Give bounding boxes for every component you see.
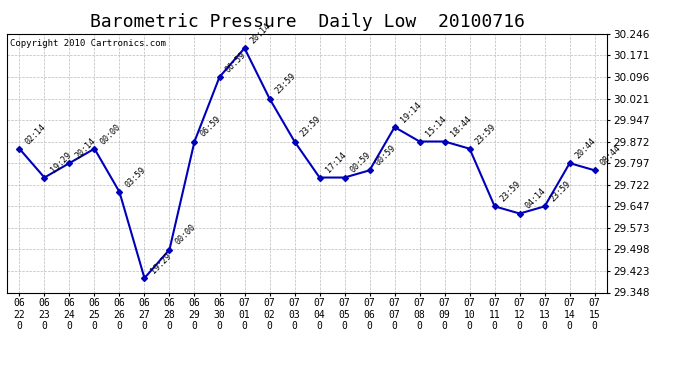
Text: 20:44: 20:44 — [574, 136, 598, 160]
Title: Barometric Pressure  Daily Low  20100716: Barometric Pressure Daily Low 20100716 — [90, 13, 524, 31]
Text: 17:14: 17:14 — [324, 151, 348, 175]
Text: 06:59: 06:59 — [224, 50, 248, 74]
Text: 04:14: 04:14 — [524, 187, 548, 211]
Text: 23:59: 23:59 — [549, 180, 573, 204]
Text: 19:29: 19:29 — [48, 151, 72, 175]
Text: 00:59: 00:59 — [348, 151, 373, 175]
Text: 06:59: 06:59 — [199, 115, 223, 139]
Text: 23:59: 23:59 — [499, 180, 523, 204]
Text: 00:59: 00:59 — [374, 144, 398, 168]
Text: Copyright 2010 Cartronics.com: Copyright 2010 Cartronics.com — [10, 39, 166, 48]
Text: 23:59: 23:59 — [474, 122, 498, 146]
Text: 18:44: 18:44 — [448, 115, 473, 139]
Text: 02:14: 02:14 — [23, 122, 48, 146]
Text: 03:59: 03:59 — [124, 165, 148, 189]
Text: 20:14: 20:14 — [74, 136, 98, 160]
Text: 19:29: 19:29 — [148, 251, 172, 275]
Text: 23:59: 23:59 — [274, 72, 298, 96]
Text: 19:14: 19:14 — [399, 100, 423, 124]
Text: 00:00: 00:00 — [99, 122, 123, 146]
Text: 08:44: 08:44 — [599, 144, 623, 168]
Text: 20:14: 20:14 — [248, 21, 273, 45]
Text: 00:00: 00:00 — [174, 223, 198, 247]
Text: 23:59: 23:59 — [299, 115, 323, 139]
Text: 15:14: 15:14 — [424, 115, 448, 139]
